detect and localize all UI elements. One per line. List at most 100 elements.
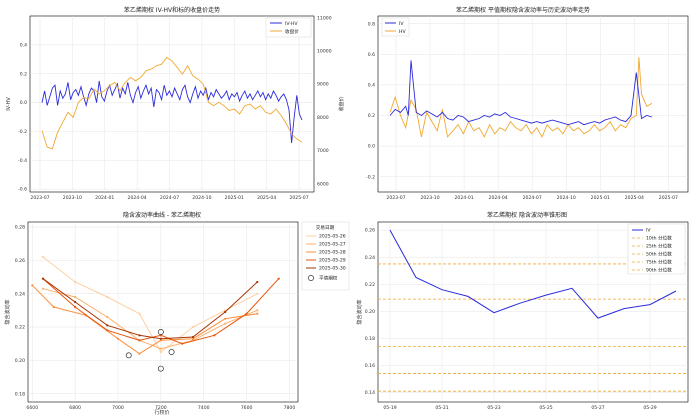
chart3-x-tick-label: 7000 — [112, 405, 124, 411]
chart-iv-cone: 苯乙烯期权 隐含波动率锥形图 05-19 05-21 05-23 05-25 05-27… — [356, 211, 689, 411]
chart1-x-ticks: 2023-07 2023-10 2024-01 2024-04 2024-07 2024-… — [30, 195, 308, 201]
chart3-frame — [27, 221, 299, 403]
chart1-x-tick-label: 2024-01 — [95, 195, 114, 201]
chart3-x-tick-label: 7600 — [241, 405, 253, 411]
chart1-y2-tick-label: 6000 — [317, 181, 329, 187]
chart1-x-tick-label: 2024-04 — [128, 195, 147, 201]
chart2-x-tick-label: 2025-01 — [591, 195, 610, 201]
chart1-y2-tick-label: 11000 — [317, 15, 332, 21]
chart3-series-point — [138, 352, 141, 355]
chart3-series-line-1 — [42, 288, 258, 350]
chart3-series-point — [138, 339, 141, 342]
chart-iv-hv-price: 苯乙烯期权 IV-HV和标的收盘价走势 2023-07 2023-10 2024-0… — [6, 6, 345, 201]
chart3-legend-title: 交易日期 — [316, 224, 335, 231]
chart4-y-tick-label: 0.16 — [365, 363, 375, 369]
chart3-x-tick-label: 6800 — [69, 405, 81, 411]
chart3-series-point — [191, 337, 195, 340]
chart3-series-point — [106, 295, 109, 299]
chart1-title: 苯乙烯期权 IV-HV和标的收盘价走势 — [124, 6, 220, 14]
chart3-series — [31, 255, 280, 355]
chart3-series-point — [52, 305, 55, 309]
chart2-y-tick-label: 0.0 — [368, 144, 375, 150]
chart1-ylabel: IV-HV — [6, 97, 12, 111]
chart4-x-tick-label: 05-27 — [591, 405, 604, 411]
chart2-x-tick-label: 2024-10 — [557, 195, 576, 201]
chart1-y2-tick-label: 7000 — [317, 148, 329, 154]
chart3-series-point — [224, 317, 227, 320]
chart4-y-tick-label: 0.26 — [365, 228, 375, 234]
chart3-series-point — [74, 295, 77, 299]
chart3-atm-marker — [125, 352, 132, 359]
chart3-xlabel: 行权价 — [154, 409, 169, 416]
chart3-series-point — [181, 342, 184, 345]
chart1-x-tick-label: 2025-01 — [225, 195, 244, 201]
chart1-y-tick-label: 0.2 — [20, 71, 27, 77]
chart3-series-point — [159, 347, 162, 350]
chart4-title: 苯乙烯期权 隐含波动率锥形图 — [487, 211, 567, 219]
chart1-x-tick-label: 2025-07 — [289, 195, 308, 201]
chart3-series-point — [224, 310, 227, 314]
chart1-y2label: 收盘价 — [338, 96, 345, 111]
chart3-legend-label-0: 2025-05-26 — [319, 234, 346, 240]
chart3-atm-markers — [125, 329, 175, 372]
chart2-x-ticks: 2023-07 2023-10 2024-01 2024-04 2024-07 2024-… — [386, 195, 678, 201]
chart3-series-point — [138, 312, 141, 315]
chart2-y-tick-label: 0.6 — [368, 52, 375, 58]
chart4-x-tick-label: 05-19 — [383, 405, 396, 411]
chart3-series-point — [41, 277, 45, 280]
chart1-x-tick-label: 2023-07 — [30, 195, 49, 201]
chart3-x-ticks: 6600 6800 7000 7200 7400 7600 7800 — [26, 405, 295, 411]
chart2-x-tick-label: 2025-04 — [625, 195, 644, 201]
chart3-y-tick-label: 0.26 — [15, 258, 25, 264]
chart3-y-tick-label: 0.22 — [15, 325, 25, 331]
chart1-series — [41, 56, 303, 150]
chart2-legend: IV HV — [381, 17, 410, 37]
chart1-legend-label-1: 收盘价 — [285, 28, 299, 35]
chart3-y-tick-label: 0.18 — [15, 391, 25, 397]
chart1-legend-label-0: IV-HV — [285, 21, 298, 27]
chart2-y-tick-label: 0.2 — [368, 113, 375, 119]
chart4-legend-label-2: 50th 分位数 — [646, 251, 672, 258]
chart1-x-tick-label: 2023-10 — [63, 195, 82, 201]
chart1-y-ticks: -0.6 -0.4 -0.2 0.0 0.2 0.4 — [18, 42, 27, 192]
chart3-series-point — [159, 350, 162, 354]
chart4-frame — [377, 221, 689, 403]
chart2-title: 苯乙烯期权 平值期权隐含波动率与历史波动率走势 — [456, 6, 590, 14]
chart3-series-point — [41, 287, 45, 290]
chart1-legend: IV-HV 收盘价 — [265, 17, 312, 38]
chart2-series-line-0 — [389, 60, 653, 126]
chart1-y2-tick-label: 8000 — [317, 115, 329, 121]
chart4-y-tick-label: 0.14 — [365, 390, 375, 396]
chart2-series — [389, 57, 653, 138]
chart1-y-tick-label: -0.2 — [18, 129, 27, 135]
chart2-series-line-1 — [389, 57, 653, 138]
chart3-series-point — [106, 329, 109, 332]
chart3-series-point — [213, 334, 216, 337]
chart2-grid — [378, 16, 688, 192]
chart4-ylabel: 隐含波动率 — [356, 299, 363, 324]
chart3-title: 隐含波动率曲线 - 苯乙烯期权 — [123, 211, 201, 219]
chart1-y-tick-label: -0.6 — [18, 187, 27, 193]
chart4-x-tick-label: 05-23 — [487, 405, 500, 411]
chart2-x-tick-label: 2023-07 — [386, 195, 405, 201]
chart3-legend-atm-swatch — [308, 275, 314, 281]
chart4-y-tick-label: 0.24 — [365, 255, 375, 261]
chart3-y-tick-label: 0.20 — [15, 358, 25, 364]
chart3-atm-marker — [157, 329, 164, 335]
chart-iv-hv-trend: 苯乙烯期权 平值期权隐含波动率与历史波动率走势 2023-07 2023-10 20… — [366, 6, 689, 201]
chart4-legend-label-4: 90th 分位数 — [646, 267, 672, 274]
chart2-y-tick-label: 0.4 — [368, 82, 375, 88]
chart4-y-ticks: 0.14 0.16 0.18 0.20 0.22 0.24 0.26 — [365, 228, 375, 396]
chart3-series-point — [138, 334, 141, 337]
chart1-y-tick-label: 0.4 — [20, 42, 27, 48]
chart3-legend-label-1: 2025-05-27 — [319, 242, 346, 248]
chart4-x-tick-label: 05-25 — [539, 405, 552, 411]
chart1-series-line-0 — [41, 80, 303, 144]
chart3-atm-marker — [157, 365, 164, 372]
chart3-legend-atm-label: 平值期权 — [319, 275, 338, 282]
chart1-y-tick-label: 0.0 — [20, 100, 27, 106]
chart4-legend-label-0: 10th 分位数 — [646, 235, 672, 242]
chart2-y-ticks: -0.2 0.0 0.2 0.4 0.6 0.8 — [366, 21, 375, 180]
